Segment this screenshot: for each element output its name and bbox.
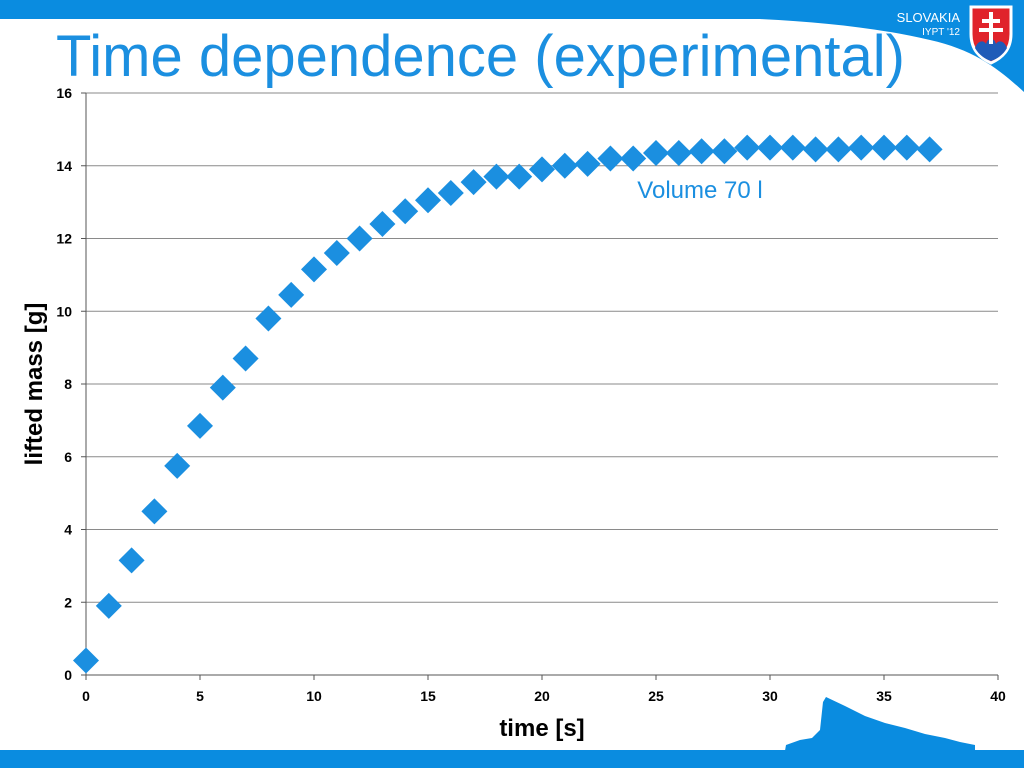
data-point: [164, 452, 191, 479]
y-tick-label: 4: [64, 522, 72, 538]
data-point: [346, 225, 373, 252]
data-point: [551, 152, 578, 179]
y-axis-title: lifted mass [g]: [21, 303, 48, 466]
data-point: [437, 180, 464, 207]
x-axis-title: time [s]: [499, 715, 584, 742]
x-tick-label: 5: [196, 688, 204, 704]
x-tick-labels: 0 5 10 15 20 25 30 35 40: [82, 688, 1006, 704]
data-points: [73, 134, 943, 674]
data-point: [392, 198, 419, 225]
data-point: [597, 145, 624, 172]
data-point: [483, 163, 510, 190]
series-annotation: Volume 70 l: [637, 177, 762, 204]
data-point: [574, 150, 601, 177]
data-point: [688, 138, 715, 165]
y-tick-label: 2: [64, 594, 72, 610]
brand-country: SLOVAKIA: [896, 10, 960, 25]
data-point: [73, 647, 99, 674]
data-point: [187, 412, 213, 439]
y-tick-label: 8: [64, 376, 72, 392]
data-point: [893, 134, 920, 161]
data-point: [529, 156, 555, 183]
crest-hills: [975, 38, 1007, 61]
y-tick-label: 12: [56, 231, 72, 247]
crest-cross-bar-upper: [982, 19, 1000, 23]
data-point: [916, 136, 943, 163]
slide-title: Time dependence (experimental): [56, 24, 905, 89]
data-point: [141, 498, 168, 525]
data-point: [643, 140, 669, 167]
brand-event: IYPT '12: [922, 27, 960, 38]
data-point: [255, 305, 282, 332]
data-point: [620, 145, 647, 172]
data-point: [209, 374, 236, 401]
data-point: [871, 134, 897, 161]
data-point: [506, 163, 533, 190]
data-point: [415, 187, 441, 214]
data-point: [278, 281, 305, 308]
data-point: [665, 140, 692, 167]
y-tick-label: 14: [56, 158, 72, 174]
x-tick-label: 35: [876, 688, 892, 704]
y-tick-label: 0: [64, 667, 72, 683]
data-point: [232, 345, 259, 372]
data-point: [323, 240, 350, 267]
crest-cross-bar-lower: [979, 28, 1003, 32]
data-point: [757, 134, 783, 161]
branding: SLOVAKIA IYPT '12: [897, 10, 960, 40]
x-tick-label: 10: [306, 688, 322, 704]
x-tick-label: 20: [534, 688, 550, 704]
data-point: [301, 256, 327, 283]
data-point: [848, 134, 875, 161]
data-point: [779, 134, 806, 161]
data-point: [460, 169, 487, 196]
data-point: [95, 592, 122, 619]
data-point: [711, 138, 738, 165]
data-point: [802, 136, 829, 163]
x-tick-label: 30: [762, 688, 778, 704]
y-tick-label: 10: [56, 303, 72, 319]
y-tick-label: 16: [56, 85, 72, 101]
data-point: [825, 136, 852, 163]
x-tick-label: 40: [990, 688, 1006, 704]
y-tick-labels: 0 2 4 6 8 10 12 14 16: [56, 85, 72, 683]
axes: [81, 92, 999, 680]
slovak-coat-of-arms-icon: [969, 5, 1013, 65]
x-tick-label: 15: [420, 688, 436, 704]
x-tick-label: 25: [648, 688, 664, 704]
x-tick-label: 0: [82, 688, 90, 704]
y-tick-label: 6: [64, 449, 72, 465]
gridlines: [86, 92, 998, 603]
data-point: [734, 134, 761, 161]
data-point: [118, 547, 145, 574]
data-point: [369, 210, 396, 237]
